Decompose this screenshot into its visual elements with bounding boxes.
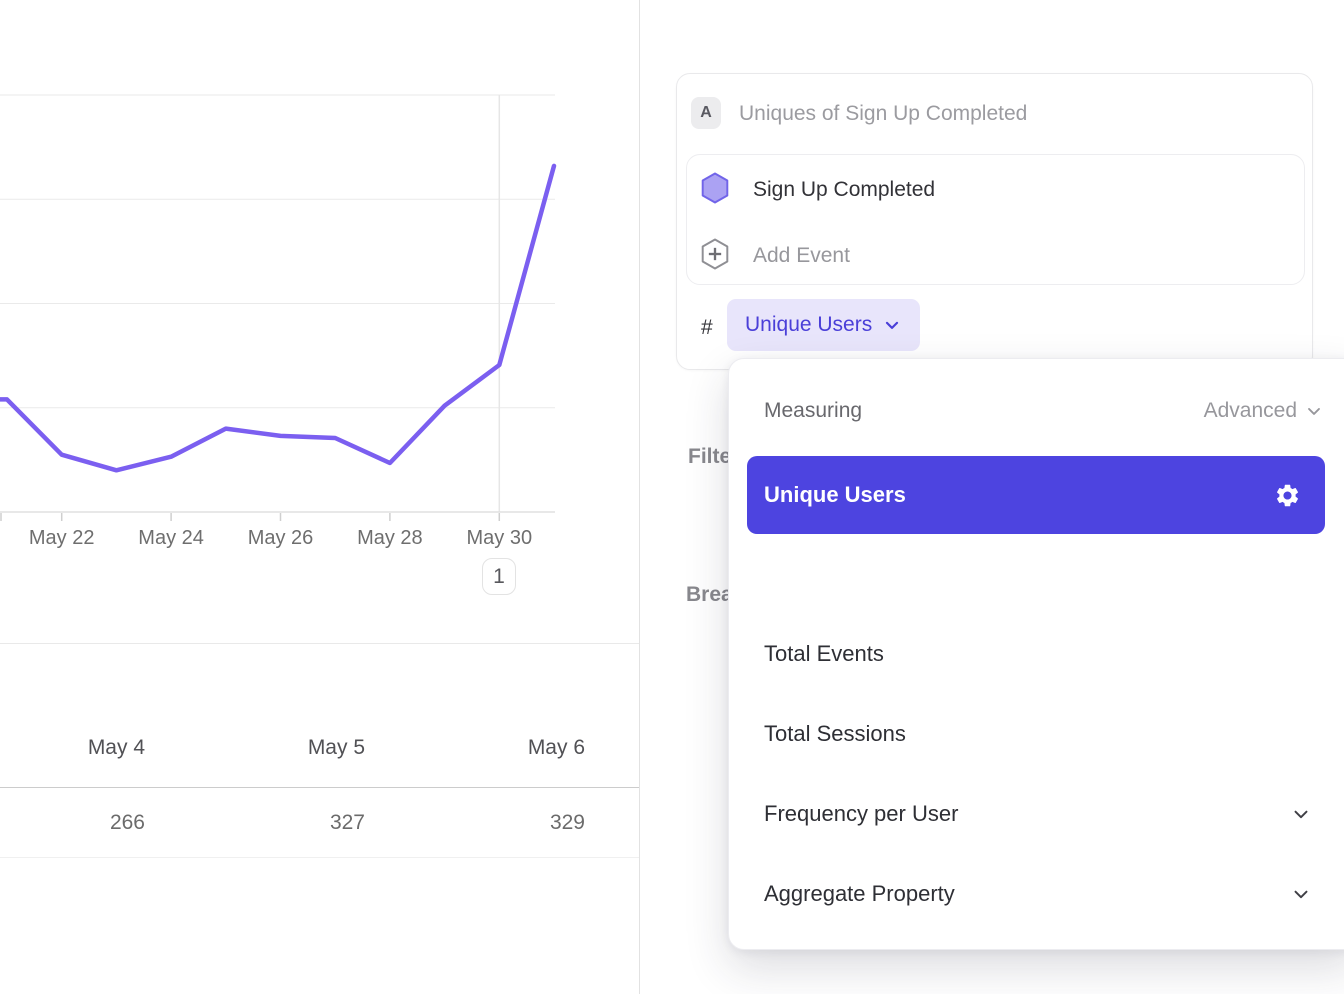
metric-selector-button[interactable]: Unique Users: [727, 299, 920, 351]
dropdown-item-total-sessions[interactable]: Total Sessions: [729, 694, 1344, 774]
section-divider: [0, 643, 640, 644]
dropdown-item-aggregate-property-per-user[interactable]: Aggregate Property per User: [729, 934, 1344, 949]
dropdown-item-unique-users-selected[interactable]: Unique Users: [747, 456, 1325, 534]
dropdown-item-label: Aggregate Property: [764, 881, 955, 906]
x-axis-label: May 24: [138, 527, 204, 549]
event-hexagon-icon: [701, 172, 729, 204]
chevron-down-icon: [1294, 890, 1308, 899]
x-axis-label: May 22: [29, 527, 95, 549]
dropdown-item-list: Unique Users Total Events Total Sessions Fr…: [729, 456, 1344, 949]
metric-type-symbol: #: [701, 316, 713, 339]
table-column-header: May 4: [87, 736, 145, 759]
dropdown-item-label: Unique Users: [764, 482, 906, 507]
x-axis-label: May 30: [467, 527, 533, 549]
advanced-mode-selector[interactable]: Advanced: [1204, 399, 1324, 423]
series-badge: A: [691, 97, 721, 129]
gear-icon[interactable]: [1274, 482, 1301, 509]
dropdown-item-frequency-per-user[interactable]: Frequency per User: [729, 774, 1344, 854]
event-card: Sign Up Completed Add Event: [686, 154, 1305, 285]
dropdown-item-label: Total Sessions: [764, 721, 906, 746]
measuring-dropdown-menu: Measuring Advanced Unique Users Total Eve…: [728, 358, 1344, 950]
event-name[interactable]: Sign Up Completed: [753, 178, 936, 201]
table-row: 266 327 329: [0, 801, 660, 845]
table-header-row: May 4 May 5 May 6: [0, 726, 660, 770]
dropdown-item-aggregate-property[interactable]: Aggregate Property: [729, 854, 1344, 934]
x-axis-label: May 26: [248, 527, 314, 549]
dropdown-item-label: Total Events: [764, 641, 884, 666]
dropdown-header: Measuring Advanced: [764, 389, 1324, 433]
table-row-border: [0, 857, 640, 858]
chevron-down-icon: [886, 321, 899, 329]
metric-query-card: A Uniques of Sign Up Completed Sign Up C…: [676, 73, 1313, 370]
table-header-border: [0, 787, 640, 788]
chevron-down-icon: [1308, 408, 1320, 415]
query-builder-panel: A Uniques of Sign Up Completed Sign Up C…: [640, 0, 1344, 994]
panel-divider: [639, 0, 640, 994]
line-chart[interactable]: May 22 May 24 May 26 May 28 May 30: [0, 0, 640, 648]
query-title: Uniques of Sign Up Completed: [739, 102, 1028, 125]
add-event-label[interactable]: Add Event: [753, 244, 850, 267]
add-event-icon[interactable]: [700, 238, 730, 270]
annotation-badge[interactable]: 1: [482, 558, 516, 595]
advanced-mode-label: Advanced: [1203, 399, 1297, 422]
table-cell: 266: [109, 811, 145, 834]
metric-selector-label: Unique Users: [745, 313, 873, 336]
filter-heading: Filter: [688, 445, 740, 468]
measuring-label: Measuring: [764, 399, 863, 422]
chevron-down-icon: [1294, 810, 1308, 819]
x-axis-label: May 28: [357, 527, 423, 549]
table-cell: 329: [549, 811, 585, 834]
table-column-header: May 5: [307, 736, 365, 759]
table-cell: 327: [329, 811, 365, 834]
chart-line: [0, 163, 557, 473]
dropdown-item-total-events[interactable]: Total Events: [729, 614, 1344, 694]
dropdown-item-label: Frequency per User: [764, 801, 959, 826]
table-column-header: May 6: [527, 736, 585, 759]
